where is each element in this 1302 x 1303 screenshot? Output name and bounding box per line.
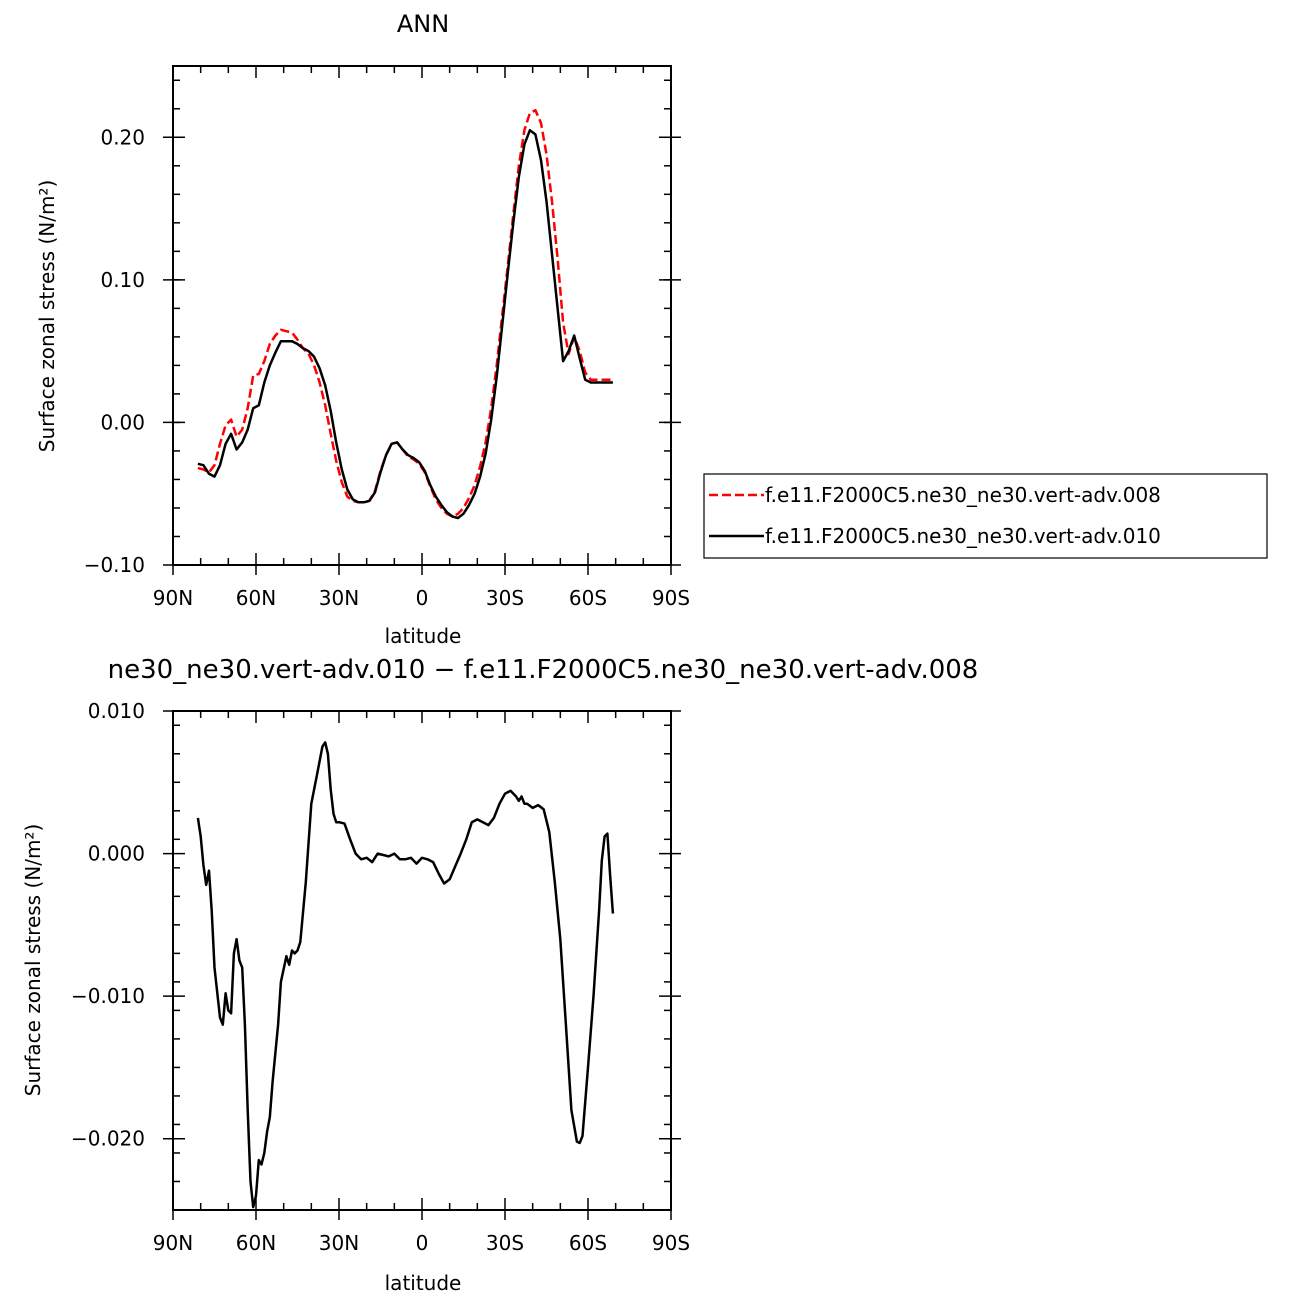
x-tick-label: 90N <box>153 1231 193 1255</box>
x-tick-label: 30S <box>486 586 524 610</box>
x-tick-label: 60N <box>236 1231 276 1255</box>
bottom-plot-area <box>196 741 615 1209</box>
x-tick-label: 0 <box>416 586 429 610</box>
top-y-ticks: −0.10 0.00 0.10 0.20 <box>84 79 681 577</box>
y-tick-label: −0.010 <box>71 984 145 1008</box>
series-line-2 <box>197 128 613 520</box>
x-tick-label: 90S <box>652 1231 690 1255</box>
bottom-panel: ne30_ne30.vert-adv.010 − f.e11.F2000C5.n… <box>21 655 978 1295</box>
legend: f.e11.F2000C5.ne30_ne30.vert-adv.008 f.e… <box>703 473 1268 559</box>
top-panel: ANN 90N 60N 30N 0 30S 60S 90S −0.10 0.00 0.10 0.2… <box>35 10 690 648</box>
bottom-x-axis-label: latitude <box>385 1271 462 1295</box>
top-y-axis-label: Surface zonal stress (N/m²) <box>35 180 59 452</box>
y-tick-label: 0.010 <box>88 699 145 723</box>
top-plot-frame <box>172 65 672 566</box>
top-plot-area <box>197 108 613 520</box>
x-tick-label: 30N <box>319 586 359 610</box>
legend-label-010: f.e11.F2000C5.ne30_ne30.vert-adv.010 <box>765 524 1161 548</box>
legend-box <box>703 473 1268 559</box>
series-line-1 <box>196 741 615 1209</box>
bottom-chart-title: ne30_ne30.vert-adv.010 − f.e11.F2000C5.n… <box>108 655 979 685</box>
top-chart-title: ANN <box>397 10 449 38</box>
top-x-axis-label: latitude <box>385 624 462 648</box>
y-tick-label: 0.20 <box>100 125 145 149</box>
x-tick-label: 30N <box>319 1231 359 1255</box>
series-line-1 <box>197 108 613 518</box>
legend-label-008: f.e11.F2000C5.ne30_ne30.vert-adv.008 <box>765 483 1161 507</box>
y-tick-label: −0.10 <box>84 553 145 577</box>
bottom-y-ticks: −0.020 −0.010 0.000 0.010 <box>71 699 681 1211</box>
y-tick-label: −0.020 <box>71 1127 145 1151</box>
x-tick-label: 60N <box>236 586 276 610</box>
y-tick-label: 0.00 <box>100 410 145 434</box>
bottom-x-ticks: 90N 60N 30N 0 30S 60S 90S <box>153 711 690 1255</box>
x-tick-label: 30S <box>486 1231 524 1255</box>
top-x-ticks: 90N 60N 30N 0 30S 60S 90S <box>153 66 690 610</box>
x-tick-label: 90S <box>652 586 690 610</box>
y-tick-label: 0.000 <box>88 842 145 866</box>
x-tick-label: 90N <box>153 586 193 610</box>
y-tick-label: 0.10 <box>100 268 145 292</box>
x-tick-label: 60S <box>569 1231 607 1255</box>
x-tick-label: 60S <box>569 586 607 610</box>
x-tick-label: 0 <box>416 1231 429 1255</box>
bottom-y-axis-label: Surface zonal stress (N/m²) <box>21 824 45 1096</box>
